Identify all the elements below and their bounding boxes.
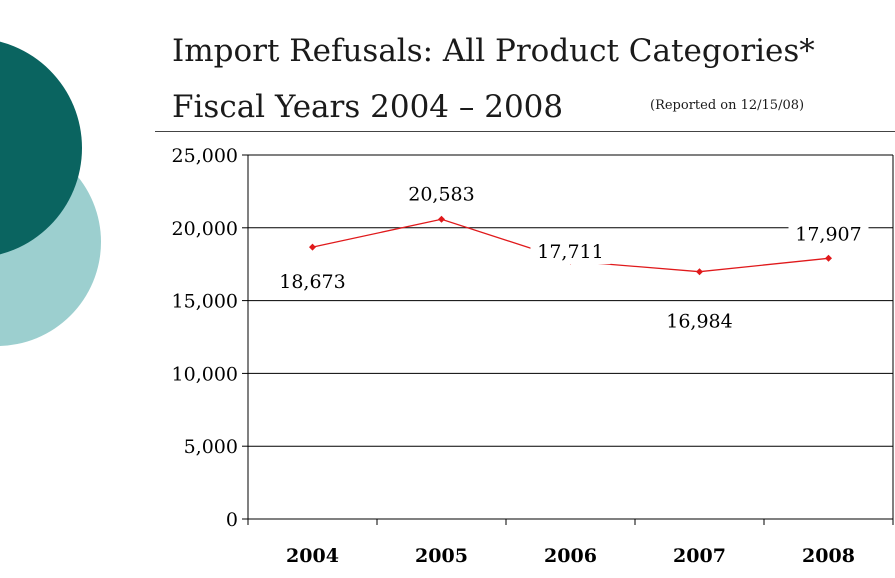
- data-label: 18,673: [279, 271, 345, 293]
- page-title-line-1: Import Refusals: All Product Categories*: [172, 33, 815, 69]
- data-labels: 18,673 20,583 17,711 16,984 17,907: [272, 180, 869, 334]
- y-tick-label: 10,000: [172, 363, 238, 385]
- data-label-backing: [272, 268, 353, 295]
- gridlines: [248, 154, 893, 447]
- y-tick-label: 20,000: [172, 218, 238, 240]
- x-tick-label: 2005: [415, 545, 468, 567]
- x-tick-label: 2006: [544, 545, 597, 567]
- data-label-backing: [401, 180, 482, 207]
- y-tick-label: 25,000: [172, 145, 238, 167]
- data-point: [438, 215, 445, 223]
- data-label: 16,984: [666, 311, 732, 333]
- y-axis-tick-labels: 0 5,000 10,000 15,000 20,000 25,000: [172, 145, 238, 531]
- data-label-backing: [659, 307, 740, 334]
- report-date-subtitle: (Reported on 12/15/08): [650, 98, 805, 113]
- x-tick-label: 2008: [802, 545, 855, 567]
- data-label: 17,907: [795, 223, 861, 245]
- axes: [242, 154, 894, 525]
- title-divider: [155, 131, 895, 132]
- data-label: 20,583: [408, 183, 474, 205]
- y-tick-label: 15,000: [172, 291, 238, 313]
- x-tick-label: 2007: [673, 545, 726, 567]
- data-label-backing: [530, 238, 611, 265]
- y-tick-label: 5,000: [184, 436, 238, 458]
- dark-teal-circle: [0, 41, 82, 255]
- data-point: [825, 254, 832, 262]
- data-point: [696, 268, 703, 276]
- decorative-circles: [0, 41, 101, 346]
- data-point: [309, 243, 316, 251]
- y-tick-label: 0: [226, 509, 238, 531]
- page-title-line-2: Fiscal Years 2004 – 2008: [172, 89, 564, 125]
- data-label: 17,711: [537, 241, 603, 263]
- x-tick-label: 2004: [286, 545, 339, 567]
- data-label-backing: [788, 220, 869, 247]
- x-axis-tick-labels: 2004 2005 2006 2007 2008: [286, 545, 855, 567]
